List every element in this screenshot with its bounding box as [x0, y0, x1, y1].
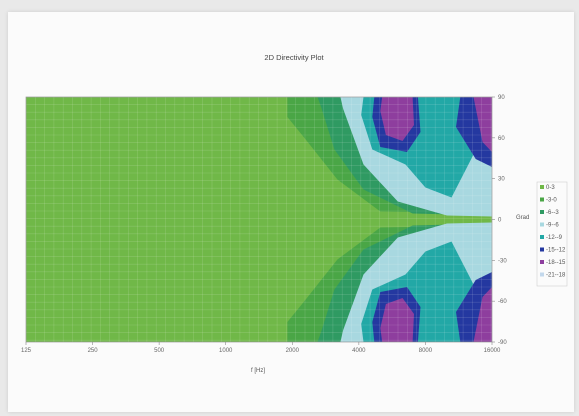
legend-label: -3-0	[546, 198, 557, 204]
x-tick-label: 8000	[419, 348, 433, 354]
x-tick-label: 500	[154, 348, 165, 354]
legend-label: -21--18	[546, 273, 566, 279]
legend-label: -15--12	[546, 248, 566, 254]
y-tick-label: -90	[498, 340, 507, 346]
x-tick-label: 16000	[484, 348, 501, 354]
contour-edge-6-lower	[473, 287, 492, 342]
x-tick-label: 125	[21, 348, 32, 354]
legend-swatch	[540, 260, 544, 264]
legend-swatch	[540, 210, 544, 214]
grid-lines	[25, 96, 493, 343]
y-tick-label: 60	[498, 136, 505, 142]
legend-swatch	[540, 247, 544, 252]
legend-swatch	[540, 272, 544, 277]
legend-label: -9--6	[546, 223, 559, 229]
y-tick-label: 30	[498, 177, 505, 183]
legend-label: -6--3	[546, 210, 559, 216]
x-tick-label: 4000	[352, 348, 366, 354]
legend-label: -18--15	[546, 260, 566, 266]
y-tick-label: -30	[498, 258, 507, 264]
x-axis: 125 250 500 1000 2000 4000 8000 16000	[21, 342, 501, 354]
y-axis: 90 60 30 0 -30 -60 -90	[492, 95, 507, 346]
contour-level-6-upper	[380, 97, 414, 141]
x-tick-label: 1000	[219, 348, 233, 354]
x-tick-label: 250	[88, 348, 99, 354]
directivity-chart: 2D Directivity Plot 125 250 500 1000 2000 400…	[21, 53, 568, 374]
legend-swatch	[540, 235, 544, 239]
legend-label: 0-3	[546, 185, 555, 191]
y-tick-label: 90	[498, 95, 505, 101]
chart-sheet: 2D Directivity Plot 125 250 500 1000 2000 400…	[8, 12, 574, 412]
chart-title: 2D Directivity Plot	[264, 53, 324, 62]
legend-label: -12--9	[546, 235, 563, 241]
y-tick-label: -60	[498, 299, 507, 305]
legend-swatch	[540, 197, 544, 202]
y-tick-label: 0	[498, 218, 502, 224]
y-axis-label: Grad	[516, 215, 529, 221]
plot-area	[26, 97, 492, 342]
contour-level-6-lower	[380, 298, 414, 342]
x-axis-label: f [Hz]	[251, 368, 265, 374]
legend: 0-3 -3-0 -6--3 -9--6 -12--9 -15--12 -18--15 -21…	[536, 181, 568, 287]
legend-swatch	[540, 185, 544, 189]
legend-swatch	[540, 222, 544, 227]
x-tick-label: 2000	[286, 348, 300, 354]
contour-edge-6-upper	[473, 97, 492, 152]
